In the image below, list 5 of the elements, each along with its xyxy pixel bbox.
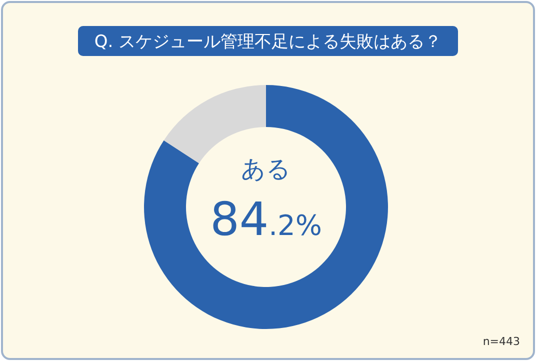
data-label: 84.2%: [210, 192, 322, 246]
title: Q. スケジュール管理不足による失敗はある？: [78, 26, 458, 56]
chart-title: Q. スケジュール管理不足による失敗はある？: [94, 32, 442, 52]
slice-label: ある: [241, 155, 291, 183]
text: n=443: [482, 335, 520, 348]
